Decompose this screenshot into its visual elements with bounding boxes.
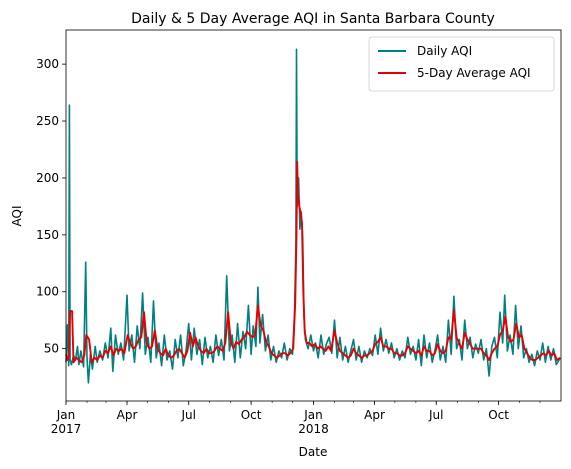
series-line-five-day-average <box>65 161 561 364</box>
chart-legend: Daily AQI 5-Day Average AQI <box>368 36 555 92</box>
x-tick-label: Oct <box>488 408 509 422</box>
series-layer <box>65 48 561 384</box>
x-tick-label: Apr <box>117 408 138 422</box>
x-tick-label: Jul <box>180 408 195 422</box>
x-tick-label: Jan <box>56 408 76 422</box>
legend-box <box>368 36 555 92</box>
y-axis: 50 100 150 200 250 300 <box>36 57 66 356</box>
y-tick-label: 200 <box>36 171 59 185</box>
y-tick-label: 300 <box>36 57 59 71</box>
y-tick-label: 150 <box>36 228 59 242</box>
legend-label: Daily AQI <box>417 44 472 58</box>
x-tick-label: Apr <box>364 408 385 422</box>
y-tick-label: 100 <box>36 285 59 299</box>
y-tick-label: 50 <box>44 342 59 356</box>
legend-label: 5-Day Average AQI <box>417 66 531 80</box>
y-axis-label: AQI <box>10 206 24 227</box>
x-tick-year-label: 2017 <box>51 422 82 436</box>
x-tick-label: Jan <box>303 408 323 422</box>
x-axis-label: Date <box>299 445 328 459</box>
y-tick-label: 250 <box>36 114 59 128</box>
chart-title: Daily & 5 Day Average AQI in Santa Barba… <box>131 11 495 27</box>
x-tick-label: Jul <box>428 408 443 422</box>
x-tick-label: Oct <box>241 408 262 422</box>
x-tick-year-label: 2018 <box>298 422 329 436</box>
